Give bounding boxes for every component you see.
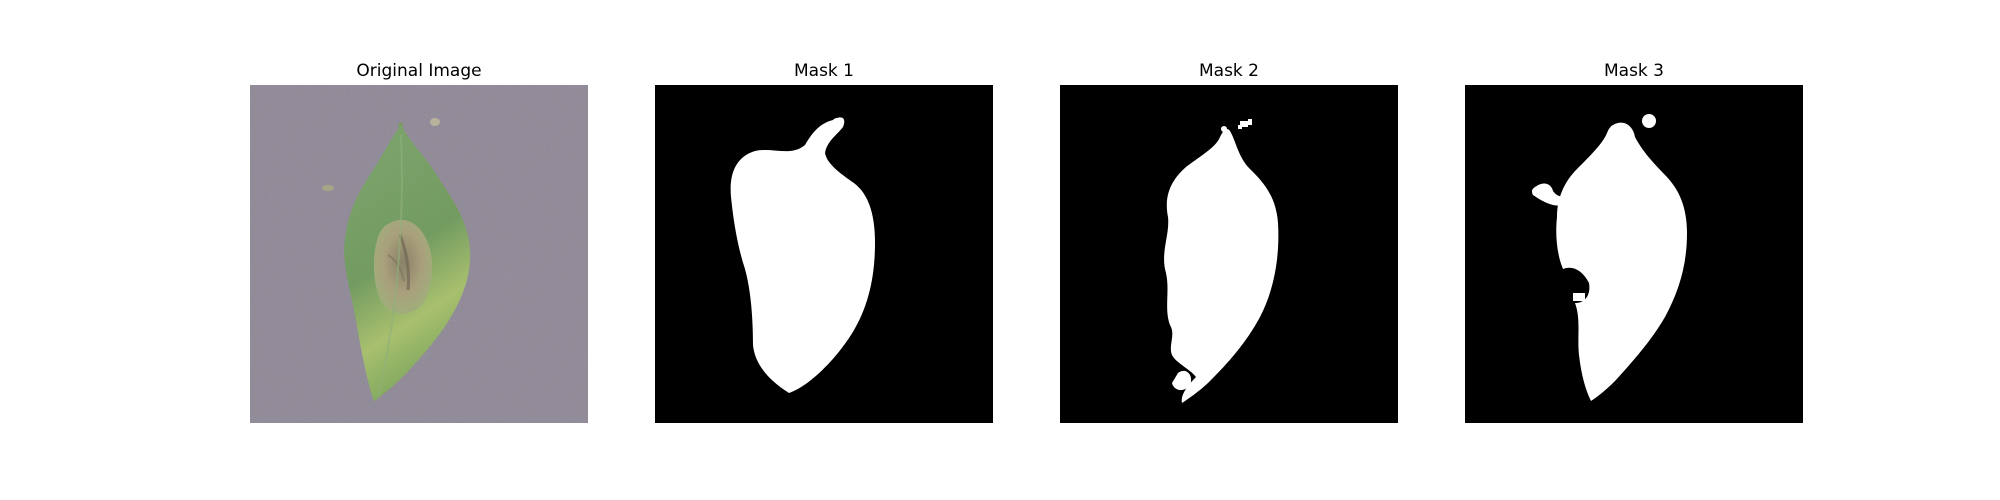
panel-original-image: Original Image: [250, 57, 588, 85]
panel-title: Mask 2: [1060, 57, 1398, 85]
mask-3-image: [1465, 85, 1803, 423]
panel-mask-2: Mask 2: [1060, 57, 1398, 85]
panel-mask-3: Mask 3: [1465, 57, 1803, 85]
panel-title: Mask 1: [655, 57, 993, 85]
original-leaf-photo: [250, 85, 588, 423]
panel-mask-1: Mask 1: [655, 57, 993, 85]
mask-1-image: [655, 85, 993, 423]
panel-title: Original Image: [250, 57, 588, 85]
mask-2-image: [1060, 85, 1398, 423]
panel-title: Mask 3: [1465, 57, 1803, 85]
